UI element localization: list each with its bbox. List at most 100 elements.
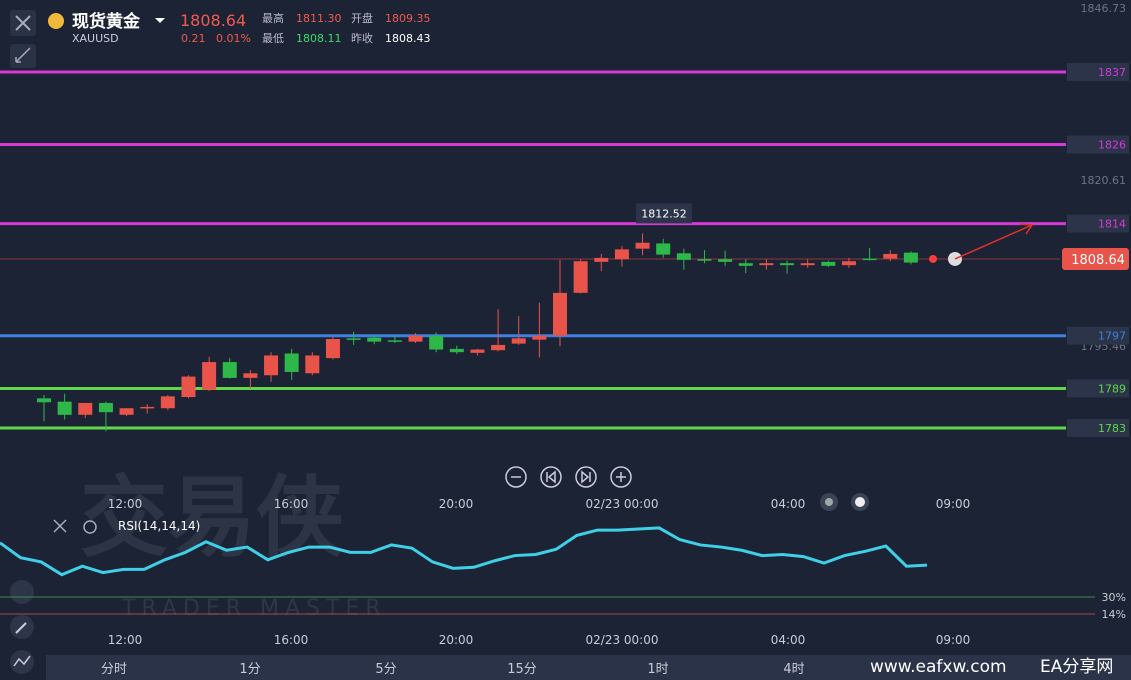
- candle-body: [759, 263, 774, 266]
- go-start[interactable]: [540, 466, 562, 488]
- symbol-code: XAUUSD: [72, 32, 119, 45]
- candle-body: [780, 263, 795, 266]
- candle-body: [160, 396, 175, 409]
- zoom-in[interactable]: [610, 466, 632, 488]
- tool-indicator[interactable]: [10, 580, 34, 604]
- candle-body: [738, 263, 753, 266]
- level-tag: [1067, 63, 1129, 81]
- candle-body: [408, 335, 423, 342]
- candle-body: [37, 398, 51, 403]
- candle-body: [57, 401, 72, 415]
- candle-body: [841, 261, 856, 266]
- high-tooltip-text: 1812.52: [641, 207, 687, 220]
- rsi-line: [0, 526, 928, 577]
- go-end[interactable]: [575, 466, 597, 488]
- timeframe-tab[interactable]: 5分: [375, 662, 396, 677]
- timeframe-tab[interactable]: 15分: [507, 662, 537, 677]
- candle-body: [903, 252, 918, 263]
- candle-body: [305, 355, 320, 374]
- candle-body: [429, 335, 444, 350]
- rsi-close[interactable]: [53, 519, 67, 533]
- nav-controls: [505, 466, 632, 488]
- candle-body: [573, 261, 588, 293]
- candle-body: [78, 402, 93, 415]
- candle-body: [243, 373, 258, 378]
- candle-body: [635, 242, 650, 249]
- price-tick-label: 1820.61: [1081, 174, 1127, 187]
- time-label: 09:00: [936, 497, 971, 511]
- stat-label: 最低: [262, 32, 284, 45]
- candle-body: [470, 349, 485, 353]
- candle-body: [284, 353, 299, 372]
- price-tick-label: 1846.73: [1081, 2, 1127, 15]
- timeframe-tab[interactable]: 分时: [101, 662, 127, 677]
- candle-body: [614, 249, 629, 260]
- current-price-text: 1808.64: [1071, 253, 1125, 268]
- gold-icon: [48, 13, 64, 29]
- candle-body: [656, 243, 671, 255]
- timeframe-tab[interactable]: 4时: [783, 662, 804, 677]
- candle-body: [181, 376, 196, 398]
- symbol-name[interactable]: 现货黄金: [72, 11, 141, 32]
- level-label: 1837: [1098, 66, 1126, 79]
- time-label: 02/23 00:00: [586, 633, 659, 647]
- tab-bar: [46, 655, 1131, 680]
- timeframe-tab[interactable]: 1时: [647, 662, 668, 677]
- candle-body: [821, 261, 836, 266]
- level-tag: [1067, 135, 1129, 154]
- rsi-settings[interactable]: [83, 520, 97, 534]
- candle-body: [449, 348, 464, 353]
- level-label: 1797: [1098, 330, 1126, 343]
- stat-label: 最高: [262, 11, 284, 25]
- candle-body: [800, 263, 815, 266]
- last-price: 1808.64: [180, 11, 246, 30]
- time-label: 04:00: [771, 633, 806, 647]
- stat-value: 1809.35: [385, 12, 431, 25]
- stat-label: 昨收: [351, 31, 373, 45]
- change: 0.21: [181, 32, 206, 45]
- stat-label: 开盘: [351, 11, 373, 25]
- zoom-out[interactable]: [505, 466, 527, 488]
- level-tag: [1067, 379, 1129, 398]
- stat-value: 1811.30: [296, 12, 342, 25]
- level-label: 1783: [1098, 422, 1126, 435]
- collapse-icon: [15, 47, 31, 63]
- candle-body: [553, 292, 567, 336]
- rsi-label: RSI(14,14,14): [118, 519, 200, 533]
- time-label: 02/23 00:00: [586, 497, 659, 511]
- time-label: 20:00: [439, 497, 474, 511]
- dropdown-icon[interactable]: [155, 18, 165, 23]
- brand-watermark: EA分享网: [1040, 657, 1113, 677]
- candle-body: [119, 408, 134, 415]
- level-tag: [1067, 326, 1129, 345]
- time-label: 12:00: [108, 633, 143, 647]
- level-label: 1789: [1098, 382, 1126, 395]
- candle-body: [594, 257, 609, 262]
- rsi-level-label: 14%: [1102, 608, 1126, 621]
- candle-body: [718, 259, 733, 262]
- timeframe-tab[interactable]: 1分: [239, 662, 260, 677]
- candle-body: [367, 337, 382, 342]
- candle-body: [325, 339, 340, 359]
- trend-arrow: [954, 223, 1034, 260]
- candle-body: [676, 253, 691, 260]
- rsi-level-label: 30%: [1102, 591, 1126, 604]
- candle-body: [264, 355, 279, 376]
- watermark-en: TRADER MASTER: [121, 596, 387, 621]
- time-label: 12:00: [108, 497, 143, 511]
- change-pct: 0.01%: [216, 32, 251, 45]
- time-label: 04:00: [771, 497, 806, 511]
- stat-value: 1808.11: [296, 32, 342, 45]
- stat-value: 1808.43: [385, 32, 431, 45]
- level-tag: [1067, 214, 1129, 233]
- current-price-tag: [1062, 247, 1129, 270]
- time-label: 20:00: [439, 633, 474, 647]
- candle-body: [491, 344, 506, 351]
- close-icon: [15, 15, 31, 31]
- candle-body: [862, 258, 877, 261]
- candle-body: [387, 340, 402, 342]
- level-tag: [1067, 419, 1129, 437]
- level-label: 1826: [1098, 139, 1126, 152]
- time-label: 16:00: [274, 497, 309, 511]
